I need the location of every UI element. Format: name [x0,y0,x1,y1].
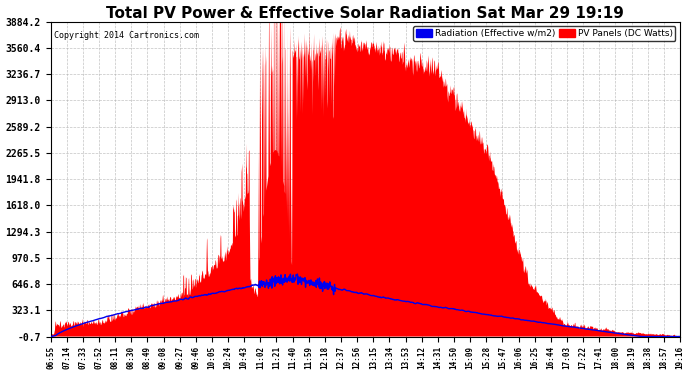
Text: Copyright 2014 Cartronics.com: Copyright 2014 Cartronics.com [54,31,199,40]
Title: Total PV Power & Effective Solar Radiation Sat Mar 29 19:19: Total PV Power & Effective Solar Radiati… [106,6,624,21]
Legend: Radiation (Effective w/m2), PV Panels (DC Watts): Radiation (Effective w/m2), PV Panels (D… [413,26,676,41]
